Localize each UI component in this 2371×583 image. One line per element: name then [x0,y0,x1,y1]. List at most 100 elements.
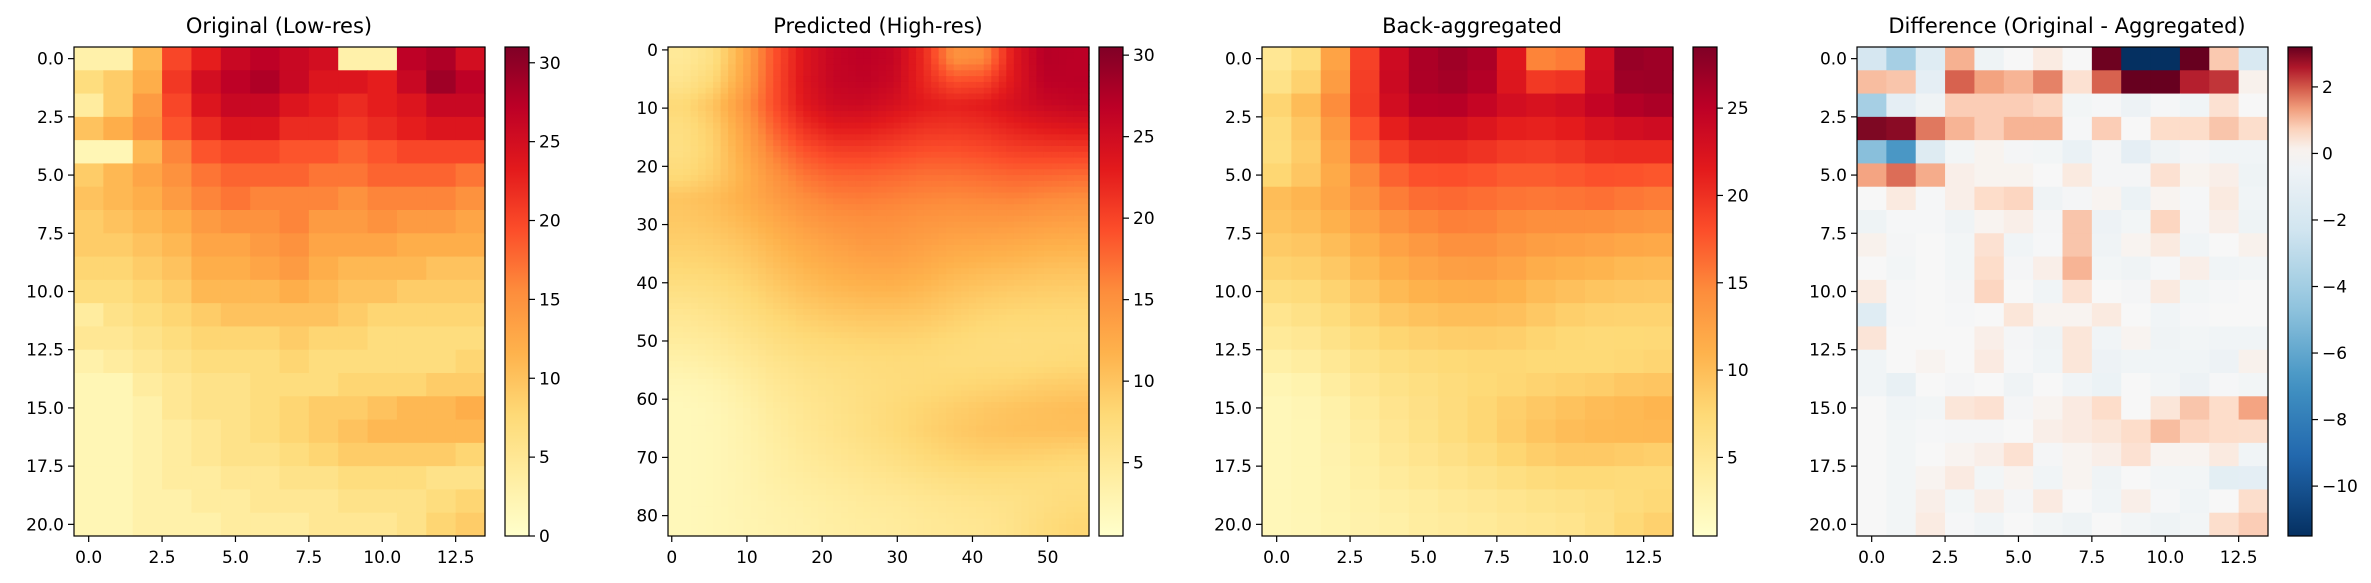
heatmap-cell [720,373,729,380]
heatmap-cell [743,250,752,258]
heatmap-cell [961,175,970,182]
heatmap-cell [961,87,970,95]
heatmap-cell [750,239,759,246]
heatmap-cell [1036,262,1045,269]
heatmap-cell [946,99,955,106]
heatmap-cell [1073,93,1083,100]
heatmap-cell [886,524,895,531]
heatmap-cell [901,396,910,403]
heatmap-cell [1021,419,1030,426]
heatmap-cell [840,326,850,333]
heatmap-cell [743,477,752,485]
heatmap-cell [946,332,955,339]
heatmap-cell [1036,384,1045,392]
heatmap-cell [705,99,714,106]
heatmap-cell [938,157,947,165]
heatmap-cell [74,419,104,444]
heatmap-cell [1036,192,1045,199]
heatmap-cell [426,163,457,188]
heatmap-cell [908,314,917,322]
heatmap-cell [1028,175,1037,182]
heatmap-cell [1043,501,1053,508]
heatmap-cell [1051,483,1060,491]
heatmap-cell [1028,297,1037,304]
heatmap-cell [758,122,767,130]
heatmap-cell [938,314,947,322]
heatmap-cell [983,326,992,333]
heatmap-cell [720,175,729,182]
heatmap-cell [1006,239,1015,246]
heatmap-cell [855,320,865,328]
heatmap-cell [780,320,789,328]
heatmap-cell [983,52,992,60]
heatmap-cell [825,297,834,304]
heatmap-cell [953,256,962,263]
heatmap-cell [743,198,752,205]
heatmap-cell [191,512,222,537]
heatmap-cell [998,279,1007,287]
heatmap-cell [773,471,782,479]
heatmap-cell [74,210,104,234]
heatmap-cell [916,180,925,188]
heatmap-cell [983,198,992,205]
heatmap-cell [690,268,699,275]
heatmap-cell [1043,122,1053,130]
heatmap-cell [788,157,797,165]
heatmap-cell [991,314,1000,322]
heatmap-cell [818,466,827,473]
heatmap-cell [848,384,857,392]
heatmap-cell [765,105,774,112]
heatmap-cell [765,239,774,246]
heatmap-cell [1073,314,1083,322]
heatmap-cell [803,448,812,456]
heatmap-cell [810,390,819,397]
heatmap-cell [886,390,895,397]
heatmap-cell [916,349,925,357]
heatmap-cell [1066,425,1075,432]
heatmap-cell [870,384,880,392]
heatmap-cell [780,221,789,229]
heatmap-cell [810,210,819,217]
heatmap-cell [810,308,819,316]
heatmap-cell [683,326,692,333]
heatmap-cell [758,297,767,304]
heatmap-cell [728,413,737,421]
heatmap-cell [735,64,744,71]
heatmap-cell [1043,87,1053,95]
heatmap-cell [855,198,865,205]
heatmap-cell [863,466,872,473]
heatmap-cell [713,76,722,83]
heatmap-cell [1058,512,1068,520]
heatmap-cell [1066,151,1075,159]
heatmap-cell [803,384,812,392]
heatmap-cell [833,384,842,392]
heatmap-cell [1066,111,1075,118]
heatmap-cell [968,239,977,246]
heatmap-cell [991,320,1000,328]
heatmap-cell [1013,431,1022,438]
heatmap-cell [1043,407,1053,415]
heatmap-cell [1043,99,1053,106]
heatmap-cell [788,448,797,456]
heatmap-cell [825,512,834,520]
heatmap-cell [675,425,684,432]
heatmap-cell [713,489,722,496]
heatmap-cell [1013,518,1022,525]
heatmap-cell [279,303,310,328]
heatmap-cell [780,210,789,217]
heatmap-cell [840,361,850,368]
heatmap-cell [728,506,737,514]
heatmap-cell [788,215,797,223]
heatmap-cell [908,233,917,240]
heatmap-cell [840,198,850,205]
heatmap-cell [893,320,902,328]
heatmap-cell [735,239,744,246]
heatmap-cell [878,495,887,502]
heatmap-cell [833,361,842,368]
heatmap-cell [878,349,887,357]
heatmap-cell [668,361,677,368]
heatmap-cell [878,256,887,263]
heatmap-cell [1006,396,1015,403]
heatmap-cell [668,413,677,421]
heatmap-cell [698,105,707,112]
